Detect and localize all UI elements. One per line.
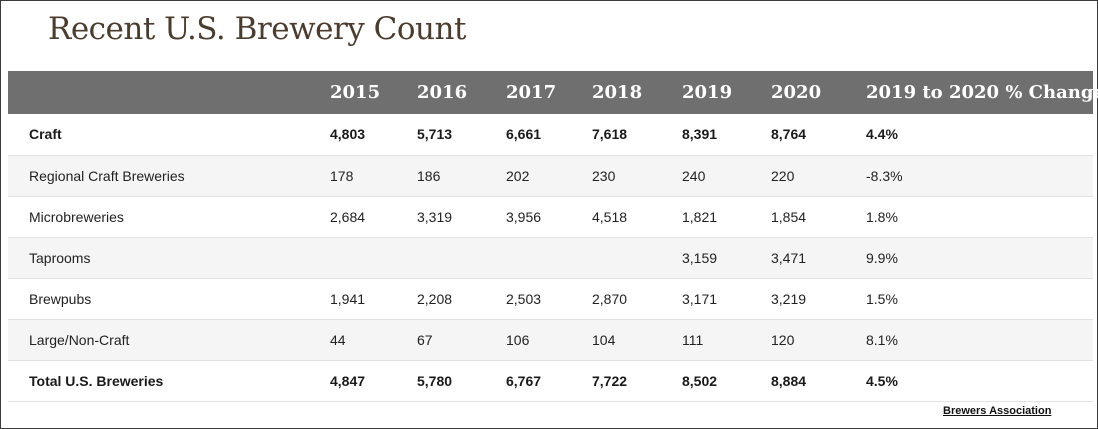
table-row: Total U.S. Breweries 4,847 5,780 6,767 7,722… (8, 360, 1093, 401)
table-cell (592, 237, 682, 278)
page-title: Recent U.S. Brewery Count (48, 11, 466, 47)
table-cell: 1,821 (682, 208, 718, 225)
header-cell-2016: 2016 (417, 82, 468, 103)
table-cell (417, 237, 506, 278)
table-cell: -8.3% (866, 167, 903, 184)
table-cell (330, 237, 417, 278)
table-cell: 6,661 (506, 126, 542, 143)
header-cell-2020: 2020 (771, 82, 822, 103)
brewery-count-table: 2015 2016 2017 2018 2019 2020 2019 to 20… (8, 71, 1098, 402)
table-cell: 3,319 (417, 208, 453, 225)
table-cell: 3,956 (506, 208, 542, 225)
table-cell: 2,208 (417, 290, 453, 307)
table-cell: 67 (417, 331, 433, 348)
table-row: Large/Non-Craft 44 67 106 104 111 120 8.1% (8, 319, 1093, 360)
header-cell-2019: 2019 (682, 82, 733, 103)
table-cell: 44 (330, 331, 346, 348)
table-cell: 1.8% (866, 208, 898, 225)
table-cell: 104 (592, 331, 616, 348)
table-cell (506, 237, 592, 278)
table-cell: 4,847 (330, 372, 366, 389)
table-cell: 230 (592, 167, 616, 184)
table-cell: 4.5% (866, 372, 898, 389)
table-cell: 8,391 (682, 126, 718, 143)
table-cell: 7,722 (592, 372, 628, 389)
table-cell: 8,764 (771, 126, 807, 143)
table-cell: 7,618 (592, 126, 628, 143)
table-cell: 220 (771, 167, 795, 184)
table-cell: 9.9% (866, 249, 898, 266)
table-cell: 202 (506, 167, 530, 184)
row-label: Taprooms (29, 249, 91, 266)
header-cell-2015: 2015 (330, 82, 381, 103)
header-cell-2018: 2018 (592, 82, 643, 103)
table-cell: 2,870 (592, 290, 628, 307)
table-cell: 4,518 (592, 208, 628, 225)
row-label: Microbreweries (29, 208, 124, 225)
table-cell: 2,684 (330, 208, 366, 225)
table-header-row: 2015 2016 2017 2018 2019 2020 2019 to 20… (8, 71, 1098, 114)
table-cell: 240 (682, 167, 706, 184)
table-body: Craft 4,803 5,713 6,661 7,618 8,391 8,764 4.4% R… (8, 114, 1093, 401)
row-label: Craft (29, 126, 62, 143)
header-cell-pct-change: 2019 to 2020 % Change (866, 82, 1098, 103)
table-cell: 178 (330, 167, 354, 184)
table-cell: 8,502 (682, 372, 718, 389)
source-link[interactable]: Brewers Association (943, 405, 1052, 417)
table-cell: 1.5% (866, 290, 898, 307)
table-cell: 120 (771, 331, 795, 348)
row-label: Regional Craft Breweries (29, 167, 185, 184)
table-cell: 186 (417, 167, 441, 184)
table-cell: 106 (506, 331, 530, 348)
table-cell: 8.1% (866, 331, 898, 348)
table-cell: 5,780 (417, 372, 453, 389)
table-cell: 3,159 (682, 249, 718, 266)
header-cell-2017: 2017 (506, 82, 557, 103)
table-cell: 4,803 (330, 126, 366, 143)
table-row: Microbreweries 2,684 3,319 3,956 4,518 1,821 1… (8, 196, 1093, 237)
table-cell: 1,854 (771, 208, 807, 225)
table-cell: 1,941 (330, 290, 366, 307)
table-row: Regional Craft Breweries 178 186 202 230 240 2… (8, 155, 1093, 196)
table-row: Brewpubs 1,941 2,208 2,503 2,870 3,171 3,219 1.… (8, 278, 1093, 319)
table-row: Taprooms 3,159 3,471 9.9% (8, 237, 1093, 278)
table-cell: 3,219 (771, 290, 807, 307)
table-cell: 5,713 (417, 126, 453, 143)
row-label: Total U.S. Breweries (29, 372, 164, 389)
table-cell: 6,767 (506, 372, 542, 389)
table-cell: 8,884 (771, 372, 807, 389)
table-cell: 2,503 (506, 290, 542, 307)
header-cell-blank (8, 71, 330, 114)
table-row: Craft 4,803 5,713 6,661 7,618 8,391 8,764 4.4% (8, 114, 1093, 155)
row-label: Brewpubs (29, 290, 92, 307)
table-cell: 3,471 (771, 249, 807, 266)
row-label: Large/Non-Craft (29, 331, 130, 348)
table-cell: 4.4% (866, 126, 898, 143)
table-cell: 3,171 (682, 290, 718, 307)
table-cell: 111 (682, 331, 704, 348)
